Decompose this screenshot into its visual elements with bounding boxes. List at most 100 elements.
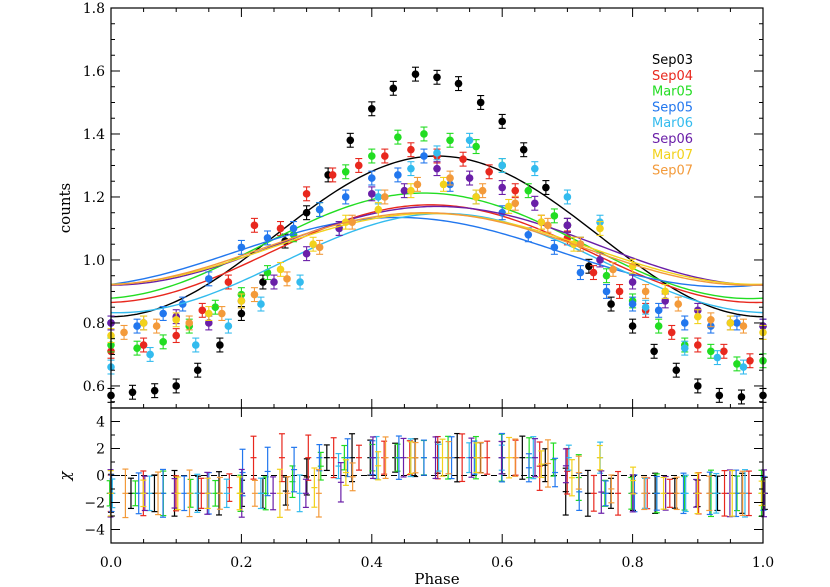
sep04-data-point xyxy=(720,347,728,356)
sep05-data-point xyxy=(550,243,559,252)
mar07-data-point xyxy=(205,309,213,318)
sep07-data-point xyxy=(413,180,422,189)
sep03-data-point xyxy=(519,145,528,154)
mar05-model-curve xyxy=(110,192,764,300)
sep07-data-point xyxy=(250,290,259,299)
mar06-data-point xyxy=(465,136,474,145)
sep07-data-point xyxy=(511,199,520,208)
sep06-data-point xyxy=(596,256,604,264)
sep06-data-point xyxy=(270,278,278,286)
mar05-data-point xyxy=(654,322,663,330)
mar05-data-point xyxy=(602,271,611,280)
legend-entry-sep06: Sep06 xyxy=(652,132,693,147)
sep05-data-point xyxy=(628,300,637,308)
residual-tick-label: −4 xyxy=(84,523,105,539)
sep04-data-point xyxy=(459,155,467,163)
sep04-data-point xyxy=(276,224,285,233)
sep04-data-point xyxy=(328,171,337,179)
sep03-data-point xyxy=(737,393,746,401)
mar06-data-point xyxy=(563,193,572,201)
sep07-data-point xyxy=(381,193,389,201)
sep03-data-point xyxy=(128,388,137,397)
sep03-data-point xyxy=(172,382,180,390)
sep06-data-point xyxy=(302,249,311,258)
sep03-data-point xyxy=(672,366,681,375)
legend-entry-mar05: Mar05 xyxy=(652,85,693,100)
sep06-model-curve xyxy=(110,205,764,286)
sep05-data-point xyxy=(315,205,324,214)
sep06-data-point xyxy=(531,199,539,208)
sep03-data-point xyxy=(694,382,702,390)
sep04-data-point xyxy=(694,341,702,349)
sep04-data-point xyxy=(354,161,363,170)
mar06-data-point xyxy=(146,350,154,359)
mar06-data-point xyxy=(531,164,539,173)
sep05-data-point xyxy=(680,319,689,327)
sep03-data-point xyxy=(607,300,615,308)
mar06-data-point xyxy=(641,303,650,312)
sep07-data-point xyxy=(446,174,454,182)
sep04-data-point xyxy=(407,145,415,154)
sep05-data-point xyxy=(341,193,350,201)
mar06-data-point xyxy=(433,149,441,157)
sep05-data-point xyxy=(524,230,533,239)
mar07-data-point xyxy=(537,218,546,226)
sep04-data-point xyxy=(250,221,259,230)
mar07-data-point xyxy=(694,312,702,321)
sep04-model-curve xyxy=(110,204,764,304)
sep03-data-point xyxy=(585,262,593,271)
mar05-data-point xyxy=(211,303,220,312)
counts-panel: 0.60.81.01.21.41.61.8 counts Sep03Sep04M… xyxy=(56,1,767,409)
mar07-data-point xyxy=(661,287,669,296)
sep06-data-point xyxy=(465,174,474,182)
mar05-data-point xyxy=(446,136,454,145)
sep07-data-point xyxy=(218,309,226,318)
mar07-data-point xyxy=(439,180,448,189)
mar07-data-point xyxy=(407,186,415,195)
sep03-data-point xyxy=(628,322,637,330)
sep04-data-point xyxy=(615,287,624,296)
sep04-data-point xyxy=(172,331,180,340)
sep05-data-point xyxy=(602,287,611,296)
mar06-data-point xyxy=(498,161,507,170)
legend-entry-sep04: Sep04 xyxy=(652,69,693,84)
sep05-data-point xyxy=(576,268,585,277)
sep07-data-point xyxy=(609,265,617,274)
mar05-data-point xyxy=(394,133,402,141)
sep07-data-point xyxy=(315,243,324,252)
sep06-data-point xyxy=(205,319,213,327)
residual-panel: −4 −2 0 2 4 0.0 0.2 0.4 0.6 0.8 1.0 χ Phase xyxy=(56,8,774,587)
residual-tick-label: 0 xyxy=(96,469,105,485)
sep07-data-point xyxy=(348,218,357,226)
mar05-data-point xyxy=(524,186,533,195)
sep07-data-point xyxy=(283,275,291,283)
counts-tick-label: 1.8 xyxy=(83,1,105,17)
sep05-data-point xyxy=(237,243,246,252)
mar07-data-point xyxy=(139,319,148,327)
counts-tick-label: 0.6 xyxy=(83,379,105,395)
sep05-data-point xyxy=(289,224,298,233)
sep07-data-point xyxy=(185,319,194,327)
sep03-data-point xyxy=(368,104,376,113)
mar05-data-point xyxy=(341,167,350,176)
counts-tick-label: 1.4 xyxy=(83,127,105,143)
sep05-data-point xyxy=(133,322,141,330)
mar07-data-point xyxy=(504,202,513,211)
legend-entry-sep03: Sep03 xyxy=(652,53,693,68)
mar05-data-point xyxy=(550,212,559,220)
sep06-data-point xyxy=(368,190,376,198)
sep04-data-point xyxy=(511,186,520,195)
sep04-data-point xyxy=(485,167,493,176)
mar06-data-point xyxy=(739,363,748,371)
mar07-data-point xyxy=(596,224,604,233)
sep05-data-point xyxy=(263,234,272,242)
legend-entry-mar07: Mar07 xyxy=(652,148,693,163)
sep05-model-curve xyxy=(110,216,764,288)
phase-tick-label: 0.4 xyxy=(361,555,383,571)
residual-axis-label: χ xyxy=(56,471,74,482)
counts-axis-label: counts xyxy=(56,183,74,233)
sep03-data-point xyxy=(650,347,658,356)
sep03-data-point xyxy=(476,98,485,107)
mar06-data-point xyxy=(407,164,415,173)
